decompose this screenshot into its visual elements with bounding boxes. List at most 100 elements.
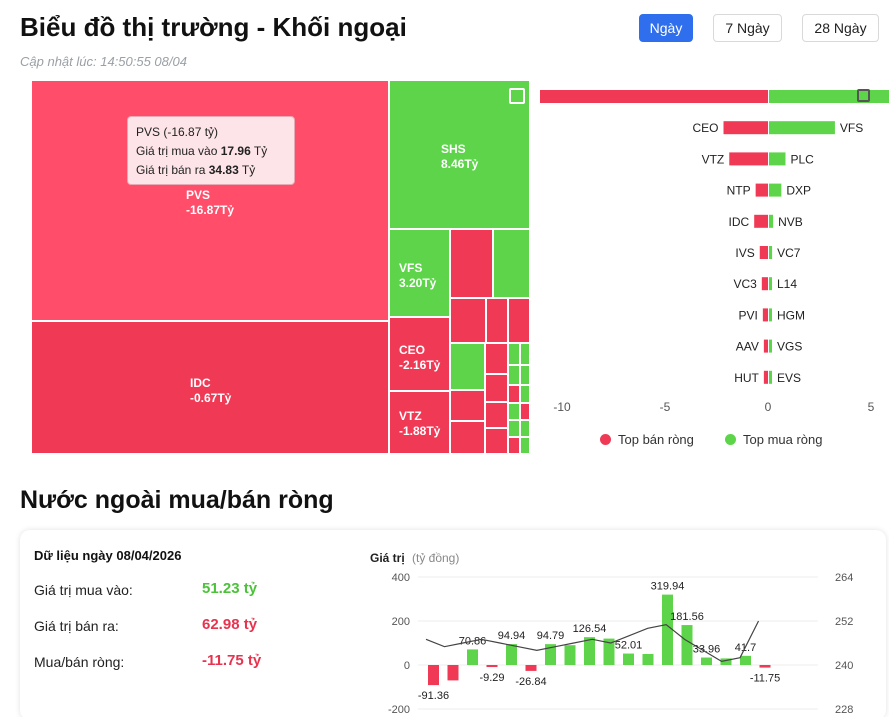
- x-tick-label: -5: [660, 400, 671, 414]
- treemap-cell-value: -16.87Tỷ: [186, 203, 235, 217]
- net-flow-bar: [447, 665, 459, 681]
- treemap-cell-value: 3.20Tỷ: [399, 276, 437, 290]
- buy-bar: [769, 183, 782, 197]
- tooltip-buy-value: 17.96: [220, 144, 251, 158]
- net-flow-bar: [564, 645, 576, 665]
- sell-ticker-label: PVI: [739, 308, 758, 322]
- treemap-cell[interactable]: [508, 437, 520, 454]
- y-axis-label: Giá trị: [370, 551, 405, 565]
- net-value: -11.75 tỷ: [202, 652, 262, 669]
- buy-ticker-label: VFS: [840, 121, 863, 135]
- sell-value-label: Giá trị bán ra:: [34, 618, 119, 634]
- treemap-cell[interactable]: [508, 343, 520, 365]
- treemap-cell[interactable]: [485, 374, 508, 402]
- buy-value-label: Giá trị mua vào:: [34, 582, 133, 598]
- net-value-label: Mua/bán ròng:: [34, 654, 125, 670]
- sell-bar: [729, 152, 768, 166]
- treemap-cell-label: SHS: [441, 142, 466, 156]
- buy-bar: [769, 121, 835, 135]
- net-flow-bar: [642, 654, 654, 665]
- treemap-cell-vfs[interactable]: VFS 3.20Tỷ: [389, 229, 450, 317]
- y-right-tick-label: 228: [835, 704, 853, 716]
- treemap-cell[interactable]: [450, 229, 493, 298]
- data-label: 319.94: [651, 581, 685, 593]
- tab-28-days[interactable]: 28 Ngày: [802, 14, 879, 42]
- sell-bar: [723, 121, 768, 135]
- buy-ticker-label: VGS: [777, 340, 802, 354]
- sell-bar: [755, 183, 768, 197]
- sell-bar: [763, 339, 768, 353]
- buy-ticker-label: NVB: [778, 215, 803, 229]
- treemap-cell[interactable]: [485, 402, 508, 428]
- treemap-cell-value: 8.46Tỷ: [441, 157, 479, 171]
- y-tick-label: 0: [404, 660, 410, 672]
- treemap-cell[interactable]: [508, 365, 520, 385]
- buy-ticker-label: EVS: [777, 371, 801, 385]
- y-tick-label: 200: [392, 616, 410, 628]
- treemap-cell-value: -0.67Tỷ: [190, 391, 232, 405]
- legend-buy-dot: [725, 434, 736, 445]
- treemap-cell[interactable]: [508, 420, 520, 437]
- treemap-cell[interactable]: [486, 298, 508, 343]
- y-tick-label: -200: [388, 704, 410, 716]
- buy-bar: [769, 277, 772, 291]
- treemap-cell-ceo[interactable]: CEO -2.16Tỷ: [389, 317, 450, 391]
- tab-day[interactable]: Ngày: [639, 14, 693, 42]
- data-label: -9.29: [479, 672, 504, 684]
- net-flow-bar: [467, 649, 478, 665]
- treemap-cell-shs[interactable]: SHS 8.46Tỷ: [389, 80, 530, 229]
- sell-bar: [763, 370, 768, 384]
- net-flow-bar: [428, 665, 439, 686]
- buy-bar: [769, 214, 774, 228]
- treemap-cell[interactable]: [485, 343, 508, 374]
- treemap-cell[interactable]: [485, 428, 508, 454]
- net-flow-bar: [506, 644, 517, 665]
- treemap-cell-label: CEO: [399, 343, 426, 357]
- treemap-cell[interactable]: [450, 343, 485, 390]
- tooltip-buy-label: Giá trị mua vào: [136, 144, 218, 158]
- expand-icon[interactable]: [509, 88, 525, 104]
- treemap-cell-idc[interactable]: IDC -0.67Tỷ: [31, 321, 389, 454]
- y-axis-unit: (tỷ đồng): [412, 551, 459, 565]
- x-tick-label: 5: [868, 400, 875, 414]
- net-flow-bar: [662, 594, 673, 665]
- treemap-cell[interactable]: [508, 298, 530, 343]
- treemap-cell[interactable]: [520, 437, 530, 454]
- tooltip-sell-row: Giá trị bán ra 34.83 Tỷ: [136, 161, 286, 180]
- treemap-cell[interactable]: [520, 420, 530, 437]
- buy-ticker-label: DXP: [786, 184, 811, 198]
- net-flow-bar: [525, 665, 537, 671]
- x-tick-label: 0: [765, 400, 772, 414]
- tooltip-title: PVS (-16.87 tỷ): [136, 125, 219, 139]
- net-flow-bar: [623, 653, 634, 665]
- treemap-cell[interactable]: [520, 343, 530, 365]
- treemap-cell-label: IDC: [190, 376, 211, 390]
- treemap-cell[interactable]: [450, 421, 485, 454]
- tab-7-days[interactable]: 7 Ngày: [713, 14, 782, 42]
- buy-ticker-label: HGM: [777, 308, 805, 322]
- page-title: Biểu đồ thị trường - Khối ngoại: [20, 12, 407, 42]
- net-flow-card: [20, 530, 886, 717]
- tooltip-buy-row: Giá trị mua vào 17.96 Tỷ: [136, 142, 286, 161]
- data-label: 33.96: [693, 644, 721, 656]
- treemap-cell[interactable]: [520, 385, 530, 403]
- treemap-cell[interactable]: [493, 229, 530, 298]
- treemap-cell[interactable]: [450, 298, 486, 343]
- sell-ticker-label: VC3: [733, 277, 757, 291]
- treemap-cell[interactable]: [450, 390, 485, 421]
- buy-ticker-label: PLC: [790, 152, 814, 166]
- treemap-cell[interactable]: [520, 403, 530, 420]
- sell-ticker-label: VTZ: [702, 152, 725, 166]
- buy-bar: [769, 246, 773, 259]
- legend-sell-label: Top bán ròng: [618, 432, 694, 447]
- treemap-cell[interactable]: [508, 385, 520, 403]
- treemap-cell-vtz[interactable]: VTZ -1.88Tỷ: [389, 391, 450, 454]
- data-label: 94.79: [537, 630, 565, 642]
- tooltip-unit: Tỷ: [253, 144, 268, 158]
- treemap-cell[interactable]: [508, 403, 520, 420]
- treemap-cell[interactable]: [520, 365, 530, 385]
- data-label: -11.75: [750, 673, 780, 685]
- expand-icon[interactable]: [857, 89, 870, 102]
- buy-bar: [769, 308, 772, 322]
- treemap-cell-value: -2.16Tỷ: [399, 358, 441, 372]
